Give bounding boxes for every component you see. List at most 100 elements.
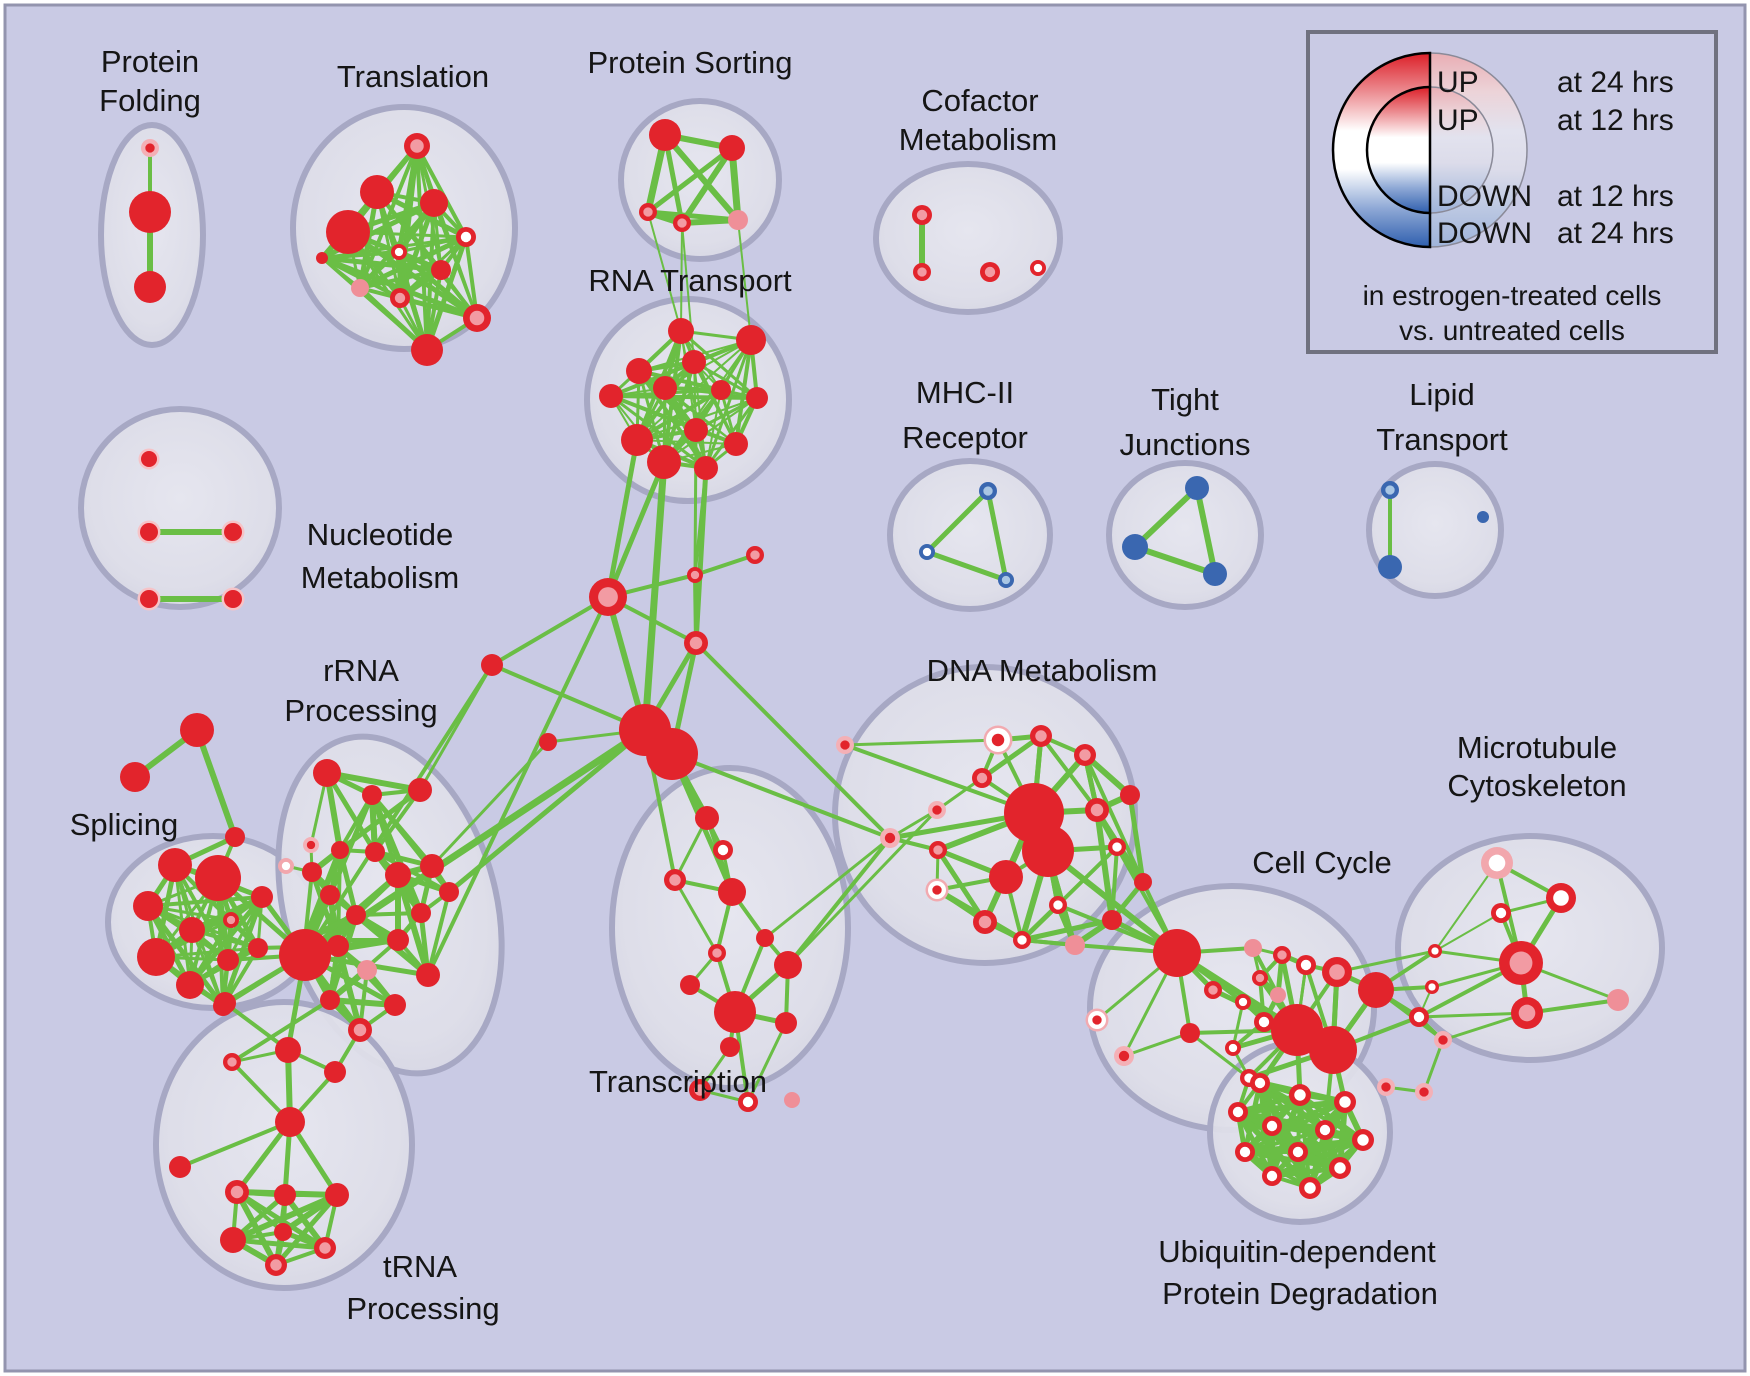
interaction-edge bbox=[1122, 1031, 1192, 1058]
cluster-label-lt: Lipid bbox=[1409, 377, 1475, 412]
legend-time-label: at 12 hrs bbox=[1557, 104, 1674, 137]
gene-node bbox=[275, 1107, 305, 1137]
gene-node-core bbox=[917, 267, 927, 277]
gene-node-core bbox=[281, 861, 291, 871]
interaction-edge bbox=[319, 255, 480, 321]
gene-node-core bbox=[1509, 951, 1533, 975]
interaction-edge bbox=[1110, 845, 1119, 922]
gene-node bbox=[420, 189, 448, 217]
gene-node bbox=[714, 991, 756, 1033]
gene-node bbox=[141, 451, 157, 467]
gene-node-core bbox=[226, 915, 236, 925]
gene-node bbox=[653, 376, 677, 400]
gene-node bbox=[646, 728, 698, 780]
cluster-label-tc: Transcription bbox=[589, 1064, 767, 1099]
gene-node-core bbox=[717, 844, 729, 856]
interaction-edge bbox=[194, 727, 238, 840]
gene-node bbox=[1022, 825, 1074, 877]
legend-footer-text: vs. untreated cells bbox=[1399, 315, 1625, 346]
gene-node-core bbox=[230, 1185, 244, 1199]
gene-node bbox=[1271, 1004, 1323, 1056]
gene-node-core bbox=[1238, 997, 1248, 1007]
gene-node-core bbox=[916, 209, 928, 221]
interaction-edge bbox=[230, 998, 332, 1064]
gene-node bbox=[225, 827, 245, 847]
gene-node-core bbox=[1017, 935, 1027, 945]
gene-node-core bbox=[145, 143, 155, 153]
gene-node-core bbox=[353, 1023, 367, 1037]
gene-node-core bbox=[1035, 730, 1047, 742]
gene-node bbox=[140, 523, 158, 541]
gene-node-core bbox=[643, 207, 653, 217]
gene-node-core bbox=[742, 1096, 754, 1108]
interaction-edge bbox=[1019, 917, 1115, 943]
gene-node bbox=[695, 806, 719, 830]
gene-node-core bbox=[1258, 1016, 1270, 1028]
interaction-edge bbox=[490, 595, 610, 667]
gene-node-core bbox=[394, 292, 406, 304]
interaction-edge bbox=[662, 132, 741, 223]
interaction-edge bbox=[670, 752, 892, 840]
gene-node bbox=[351, 279, 369, 297]
cluster-label-cf: Metabolism bbox=[899, 122, 1058, 157]
interaction-edge bbox=[609, 360, 696, 398]
gene-node-core bbox=[1319, 1124, 1331, 1136]
gene-node bbox=[316, 252, 328, 264]
interaction-edge bbox=[145, 903, 226, 1009]
gene-node bbox=[176, 971, 204, 999]
interaction-edge bbox=[430, 740, 550, 868]
cluster-label-sp: Splicing bbox=[70, 807, 179, 842]
interaction-edge bbox=[746, 1021, 788, 1104]
interaction-edge bbox=[1335, 949, 1437, 974]
gene-node-core bbox=[394, 247, 404, 257]
interaction-edge bbox=[1132, 485, 1200, 550]
gene-node-core bbox=[1294, 1089, 1306, 1101]
cluster-label-nm: Nucleotide bbox=[307, 517, 453, 552]
interaction-edge bbox=[1269, 1165, 1343, 1179]
gene-node-core bbox=[1239, 1146, 1251, 1158]
gene-node bbox=[411, 334, 443, 366]
gene-node bbox=[746, 387, 768, 409]
gene-node-core bbox=[1254, 1077, 1266, 1089]
interaction-edge bbox=[337, 847, 359, 918]
gene-node-core bbox=[932, 805, 942, 815]
interaction-edge bbox=[979, 733, 1044, 781]
gene-node-core bbox=[1428, 983, 1436, 991]
interaction-edge bbox=[647, 211, 682, 332]
interaction-edge bbox=[1127, 792, 1146, 885]
gene-node bbox=[274, 1184, 296, 1206]
interaction-edge bbox=[1434, 912, 1502, 952]
interaction-edge bbox=[843, 743, 1036, 815]
interaction-edge bbox=[1194, 485, 1218, 577]
gene-node-core bbox=[1255, 973, 1265, 983]
interaction-edge bbox=[692, 360, 738, 446]
gene-node-core bbox=[669, 874, 681, 886]
interaction-edge bbox=[282, 1192, 328, 1251]
gene-node-core bbox=[933, 845, 943, 855]
gene-node-core bbox=[1228, 1043, 1238, 1053]
gene-node bbox=[302, 862, 322, 882]
gene-node bbox=[360, 175, 394, 209]
gene-node bbox=[416, 963, 440, 987]
gene-node bbox=[682, 350, 706, 374]
gene-node bbox=[1378, 555, 1402, 579]
gene-node-core bbox=[1112, 842, 1122, 852]
legend-direction-label: UP bbox=[1437, 104, 1479, 137]
gene-node-core bbox=[932, 885, 942, 895]
cluster-label-pf: Folding bbox=[99, 83, 201, 118]
gene-node bbox=[220, 1227, 246, 1253]
gene-node-core bbox=[978, 915, 992, 929]
gene-node bbox=[774, 951, 802, 979]
gene-node bbox=[408, 778, 432, 802]
gene-node bbox=[1102, 910, 1122, 930]
gene-node-core bbox=[991, 733, 1005, 747]
gene-node-core bbox=[270, 1259, 282, 1271]
gene-node-core bbox=[1300, 959, 1312, 971]
interaction-edge bbox=[1056, 845, 1119, 907]
interaction-edge bbox=[663, 397, 758, 463]
gene-node-core bbox=[750, 550, 760, 560]
interaction-edge bbox=[737, 219, 752, 341]
interaction-edge bbox=[673, 878, 719, 955]
